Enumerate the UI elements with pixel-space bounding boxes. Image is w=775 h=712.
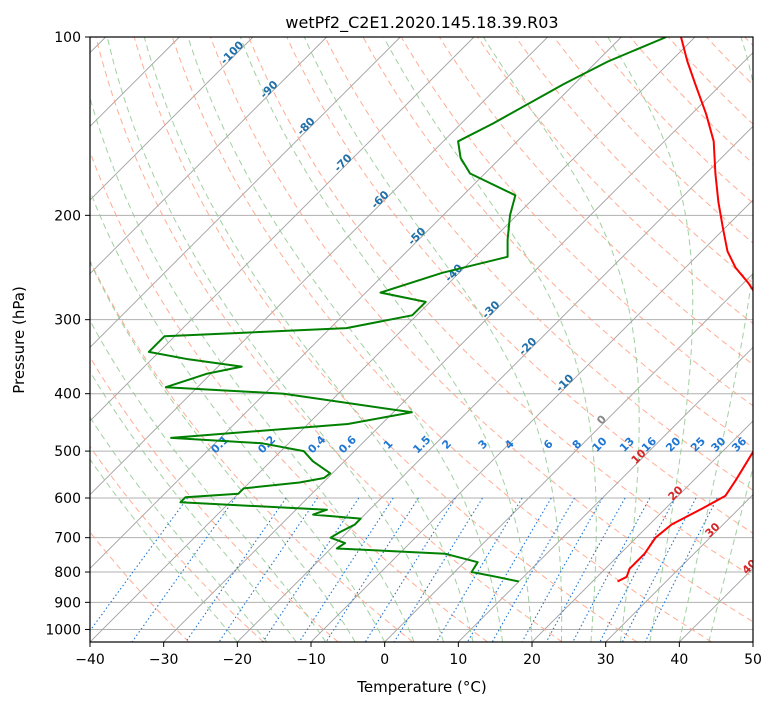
y-tick-label: 500 (54, 444, 81, 460)
y-tick-label: 900 (54, 595, 81, 611)
x-tick-label: 20 (523, 652, 541, 668)
x-tick-label: 0 (380, 652, 389, 668)
y-tick-label: 600 (54, 491, 81, 507)
y-tick-label: 200 (54, 208, 81, 224)
y-axis-label: Pressure (hPa) (10, 286, 28, 394)
x-tick-label: −10 (296, 652, 326, 668)
x-tick-label: 50 (744, 652, 762, 668)
x-tick-label: −20 (223, 652, 253, 668)
x-axis-label: Temperature (°C) (356, 678, 486, 696)
x-tick-label: 30 (597, 652, 615, 668)
chart-title: wetPf2_C2E1.2020.145.18.39.R03 (285, 13, 558, 33)
y-tick-label: 400 (54, 387, 81, 403)
x-tick-label: 10 (449, 652, 467, 668)
x-tick-label: −30 (149, 652, 179, 668)
x-tick-label: −40 (75, 652, 105, 668)
y-tick-label: 100 (54, 30, 81, 46)
y-tick-label: 300 (54, 313, 81, 329)
y-tick-label: 800 (54, 565, 81, 581)
x-tick-label: 40 (670, 652, 688, 668)
y-tick-label: 1000 (45, 622, 81, 638)
y-tick-label: 700 (54, 531, 81, 547)
